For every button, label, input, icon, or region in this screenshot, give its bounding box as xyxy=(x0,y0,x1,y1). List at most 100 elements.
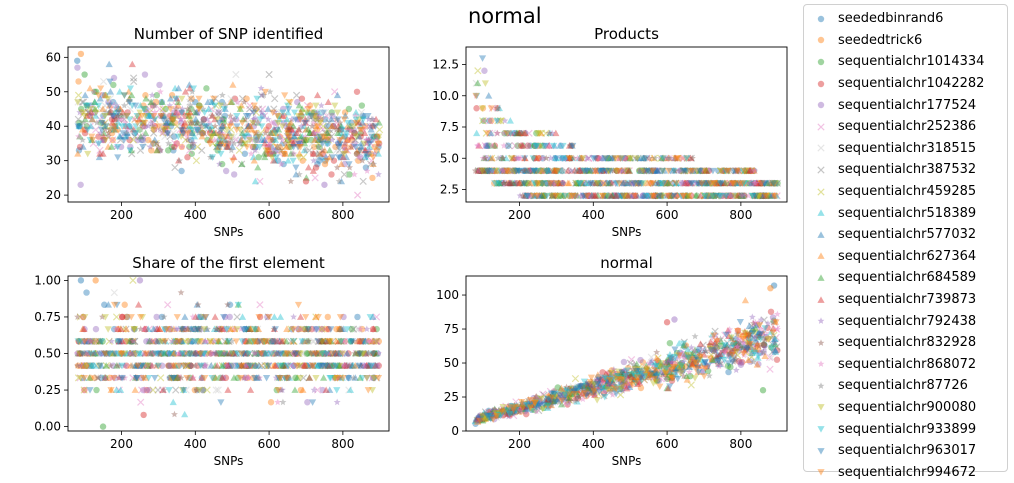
legend-marker xyxy=(817,210,824,216)
y-tick-label: 40 xyxy=(46,119,61,133)
data-point xyxy=(165,147,171,153)
x-tick-label: 600 xyxy=(656,208,679,222)
data-point xyxy=(305,164,312,170)
data-point xyxy=(178,168,184,174)
x-axis-label: SNPs xyxy=(612,225,642,239)
data-point xyxy=(81,71,87,77)
data-point xyxy=(140,412,146,418)
data-point xyxy=(774,357,780,363)
legend-label: sequentialchr518389 xyxy=(838,206,976,221)
x-tick-label: 800 xyxy=(331,208,354,222)
legend-marker-icon xyxy=(804,228,838,242)
x-tick-label: 400 xyxy=(582,208,605,222)
legend-marker-icon xyxy=(804,55,838,69)
data-point xyxy=(158,375,164,381)
data-point xyxy=(472,93,479,99)
legend-marker-icon xyxy=(804,33,838,47)
data-point xyxy=(131,78,137,84)
data-point xyxy=(473,105,479,111)
legend-label: sequentialchr577032 xyxy=(838,227,976,242)
scatter-points xyxy=(472,55,781,199)
x-axis-label: SNPs xyxy=(214,225,244,239)
data-point xyxy=(138,399,144,405)
data-point xyxy=(488,105,495,111)
legend-item: sequentialchr252386 xyxy=(804,116,1007,138)
data-point xyxy=(473,130,480,136)
y-tick-label: 5.0 xyxy=(440,151,459,165)
legend-label: sequentialchr318515 xyxy=(838,141,976,156)
data-point xyxy=(360,178,366,184)
data-point xyxy=(229,158,236,164)
data-point xyxy=(114,154,121,160)
data-point xyxy=(229,81,236,87)
data-point xyxy=(93,387,99,393)
data-point xyxy=(354,314,360,320)
data-point xyxy=(184,154,190,160)
data-point xyxy=(316,157,322,163)
y-tick-label: 0.50 xyxy=(34,347,61,361)
data-point xyxy=(321,182,327,188)
y-tick-label: 1.00 xyxy=(34,273,61,287)
y-tick-label: 30 xyxy=(46,154,61,168)
data-point xyxy=(375,171,382,178)
y-tick-label: 0 xyxy=(451,424,459,438)
data-point xyxy=(768,309,774,315)
data-point xyxy=(217,151,224,157)
data-point xyxy=(119,314,125,320)
data-point xyxy=(181,313,188,319)
data-point xyxy=(351,171,358,178)
data-point xyxy=(166,387,173,393)
data-point xyxy=(243,144,250,150)
data-point xyxy=(274,399,281,406)
data-point xyxy=(217,399,224,405)
data-point xyxy=(86,85,93,91)
data-point xyxy=(129,61,136,67)
data-point xyxy=(346,106,352,112)
data-point xyxy=(312,103,319,109)
y-tick-label: 75 xyxy=(444,322,459,336)
data-point xyxy=(77,182,83,188)
legend-marker xyxy=(818,59,824,65)
data-point xyxy=(132,386,139,392)
data-point xyxy=(314,92,321,98)
data-point xyxy=(354,192,360,198)
legend-item: sequentialchr1014334 xyxy=(804,51,1007,73)
scatter-points xyxy=(74,277,382,430)
data-point xyxy=(701,373,708,379)
data-point xyxy=(172,164,178,170)
y-tick-label: 0.25 xyxy=(34,383,61,397)
data-point xyxy=(277,313,284,319)
legend-label: seededbinrand6 xyxy=(838,11,943,26)
data-point xyxy=(75,78,81,84)
legend-label: sequentialchr1042282 xyxy=(838,76,984,91)
x-tick-label: 800 xyxy=(729,437,752,451)
x-tick-label: 800 xyxy=(331,437,354,451)
legend-item: seededbinrand6 xyxy=(804,8,1007,30)
data-point xyxy=(193,157,199,163)
legend-marker xyxy=(817,253,824,259)
scatter-points xyxy=(74,51,383,199)
subplot-title: normal xyxy=(600,254,653,272)
data-point xyxy=(312,175,318,181)
data-point xyxy=(223,168,229,174)
data-point xyxy=(75,92,81,98)
data-point xyxy=(156,82,162,88)
legend-marker xyxy=(818,167,824,173)
data-point xyxy=(325,99,332,105)
legend-marker xyxy=(818,145,824,151)
data-point xyxy=(164,302,170,308)
legend-item: sequentialchr1042282 xyxy=(804,73,1007,95)
data-point xyxy=(242,151,248,157)
data-point xyxy=(106,61,113,67)
legend-marker xyxy=(818,37,824,43)
x-tick-label: 800 xyxy=(729,208,752,222)
data-point xyxy=(481,68,487,74)
data-point xyxy=(326,147,333,153)
data-point xyxy=(656,384,663,390)
data-point xyxy=(594,397,601,403)
data-point xyxy=(742,297,749,303)
legend-marker xyxy=(817,231,824,237)
data-point xyxy=(331,103,338,109)
data-point xyxy=(295,302,302,308)
legend-item: sequentialchr177524 xyxy=(804,94,1007,116)
